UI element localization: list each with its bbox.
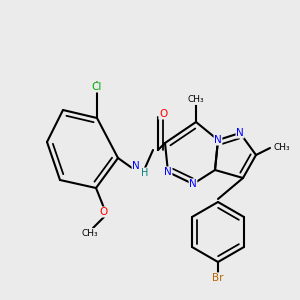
Text: N: N (214, 135, 222, 145)
Text: N: N (189, 179, 197, 189)
Text: Br: Br (212, 273, 224, 283)
Text: CH₃: CH₃ (274, 143, 290, 152)
Text: O: O (159, 109, 167, 119)
Text: Cl: Cl (92, 82, 102, 92)
Text: CH₃: CH₃ (82, 229, 98, 238)
Text: O: O (100, 207, 108, 217)
Text: H: H (141, 168, 149, 178)
Text: CH₃: CH₃ (188, 95, 204, 104)
Text: N: N (236, 128, 244, 138)
Text: N: N (164, 167, 172, 177)
Text: N: N (132, 161, 140, 171)
